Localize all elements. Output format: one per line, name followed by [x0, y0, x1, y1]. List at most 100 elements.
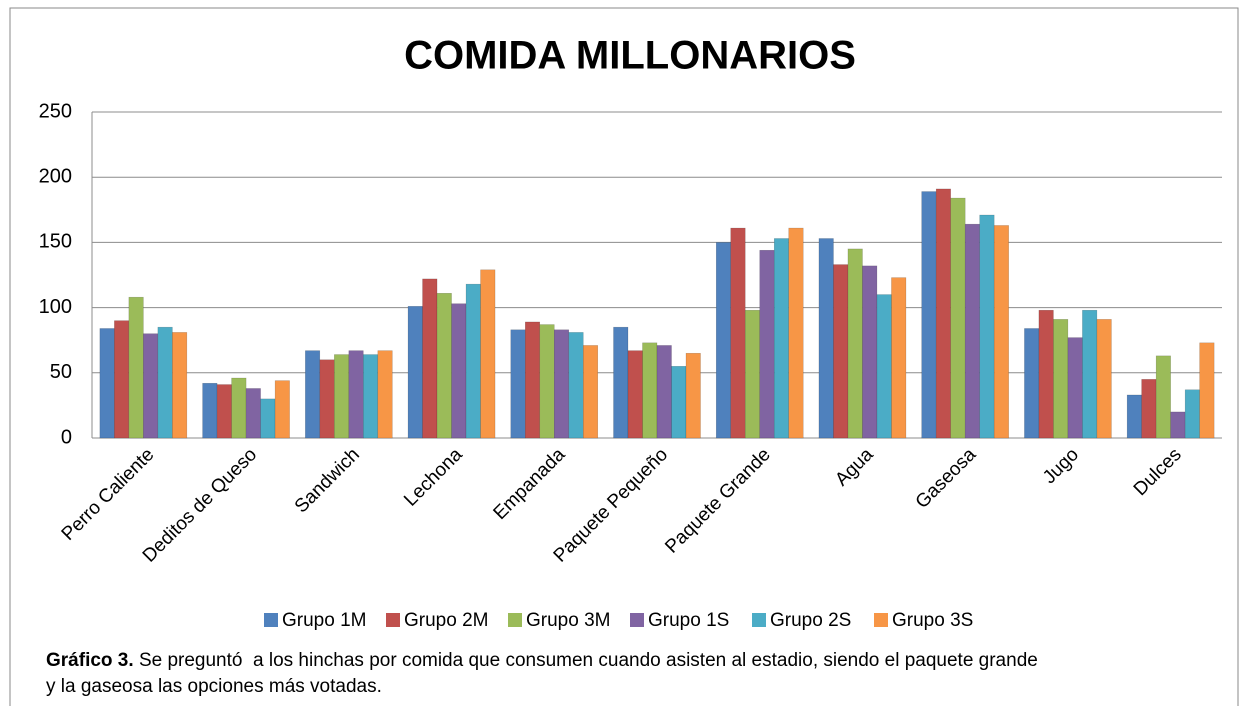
y-tick-label: 0: [61, 426, 72, 448]
bar: [568, 332, 584, 439]
bar: [833, 264, 849, 439]
bar: [1024, 328, 1040, 439]
bar: [642, 342, 658, 439]
bar: [1053, 319, 1069, 439]
y-tick-label: 200: [39, 165, 72, 187]
bar: [305, 350, 321, 439]
bar: [715, 242, 731, 439]
y-tick-label: 150: [39, 231, 72, 253]
bar: [554, 329, 570, 439]
bar: [99, 328, 115, 439]
x-tick-label: Lechona: [400, 444, 467, 511]
bar: [172, 332, 188, 439]
caption: Gráfico 3. Se preguntó a los hinchas por…: [46, 648, 1046, 700]
bar: [773, 238, 789, 439]
bar: [334, 354, 350, 439]
x-tick-label: Empanada: [490, 444, 570, 524]
bar: [363, 354, 379, 439]
legend-label: Grupo 2S: [770, 610, 851, 631]
bar: [1082, 309, 1098, 439]
x-tick-label: Paquete Grande: [661, 444, 774, 557]
x-tick-label: Jugo: [1039, 444, 1083, 488]
bar: [935, 188, 951, 439]
bar: [613, 326, 629, 439]
legend-label: Grupo 1S: [648, 610, 729, 631]
bar: [950, 197, 966, 439]
bar: [274, 380, 290, 439]
legend-swatch: [874, 613, 888, 627]
legend-swatch: [752, 613, 766, 627]
bar: [245, 388, 261, 439]
x-tick-label: Agua: [831, 444, 878, 491]
legend-swatch: [386, 613, 400, 627]
bar: [319, 359, 335, 439]
bar: [1199, 342, 1215, 439]
bar: [157, 326, 173, 439]
bar: [231, 377, 247, 439]
y-tick-label: 100: [39, 296, 72, 318]
bar: [685, 352, 701, 439]
bar: [744, 309, 760, 439]
bar: [525, 321, 541, 439]
bar: [436, 293, 452, 439]
bar: [422, 278, 438, 439]
bar: [818, 238, 834, 439]
bar: [1038, 309, 1054, 439]
legend-swatch: [630, 613, 644, 627]
bar: [964, 223, 980, 439]
bar: [583, 345, 599, 439]
bar: [260, 398, 276, 439]
bar: [876, 294, 892, 439]
legend-label: Grupo 1M: [282, 610, 366, 631]
bar: [862, 265, 878, 439]
bar: [1184, 389, 1200, 439]
bar: [656, 345, 672, 439]
bar: [891, 277, 907, 439]
caption-text: Se preguntó a los hinchas por comida que…: [46, 650, 1044, 697]
bar: [114, 320, 130, 439]
bar: [979, 214, 995, 439]
chart-title: COMIDA MILLONARIOS: [404, 34, 856, 78]
legend-label: Grupo 2M: [404, 610, 488, 631]
bar: [759, 249, 775, 439]
bar: [1126, 394, 1142, 439]
y-tick-label: 50: [50, 361, 72, 383]
bar: [143, 333, 159, 439]
bar: [407, 306, 423, 439]
bar: [377, 350, 393, 439]
legend-label: Grupo 3M: [526, 610, 610, 631]
chart-border: [9, 7, 1239, 706]
bar: [1096, 319, 1112, 439]
bar: [451, 303, 467, 439]
bar: [788, 227, 804, 439]
bar: [1141, 379, 1157, 439]
bar: [465, 283, 481, 439]
bar: [539, 324, 555, 439]
legend-label: Grupo 3S: [892, 610, 973, 631]
bar: [1155, 355, 1171, 439]
x-tick-label: Perro Caliente: [58, 444, 159, 545]
caption-label: Gráfico 3.: [46, 650, 134, 671]
bar: [510, 329, 526, 439]
legend-swatch: [508, 613, 522, 627]
x-tick-label: Deditos de Queso: [139, 444, 261, 566]
bar: [348, 350, 364, 439]
bar: [921, 191, 937, 439]
bar: [627, 350, 643, 439]
bar: [730, 227, 746, 439]
x-tick-label: Paquete Pequeño: [550, 444, 672, 566]
bar: [202, 382, 218, 439]
y-tick-label: 250: [39, 100, 72, 122]
x-tick-label: Sandwich: [291, 444, 364, 517]
bar: [993, 225, 1009, 439]
legend-swatch: [264, 613, 278, 627]
bar: [128, 296, 144, 439]
bar: [671, 366, 687, 439]
x-tick-label: Gaseosa: [912, 444, 981, 513]
bar: [480, 269, 496, 439]
bar: [1067, 337, 1083, 439]
x-tick-label: Dulces: [1130, 444, 1186, 500]
bar: [1170, 411, 1186, 439]
